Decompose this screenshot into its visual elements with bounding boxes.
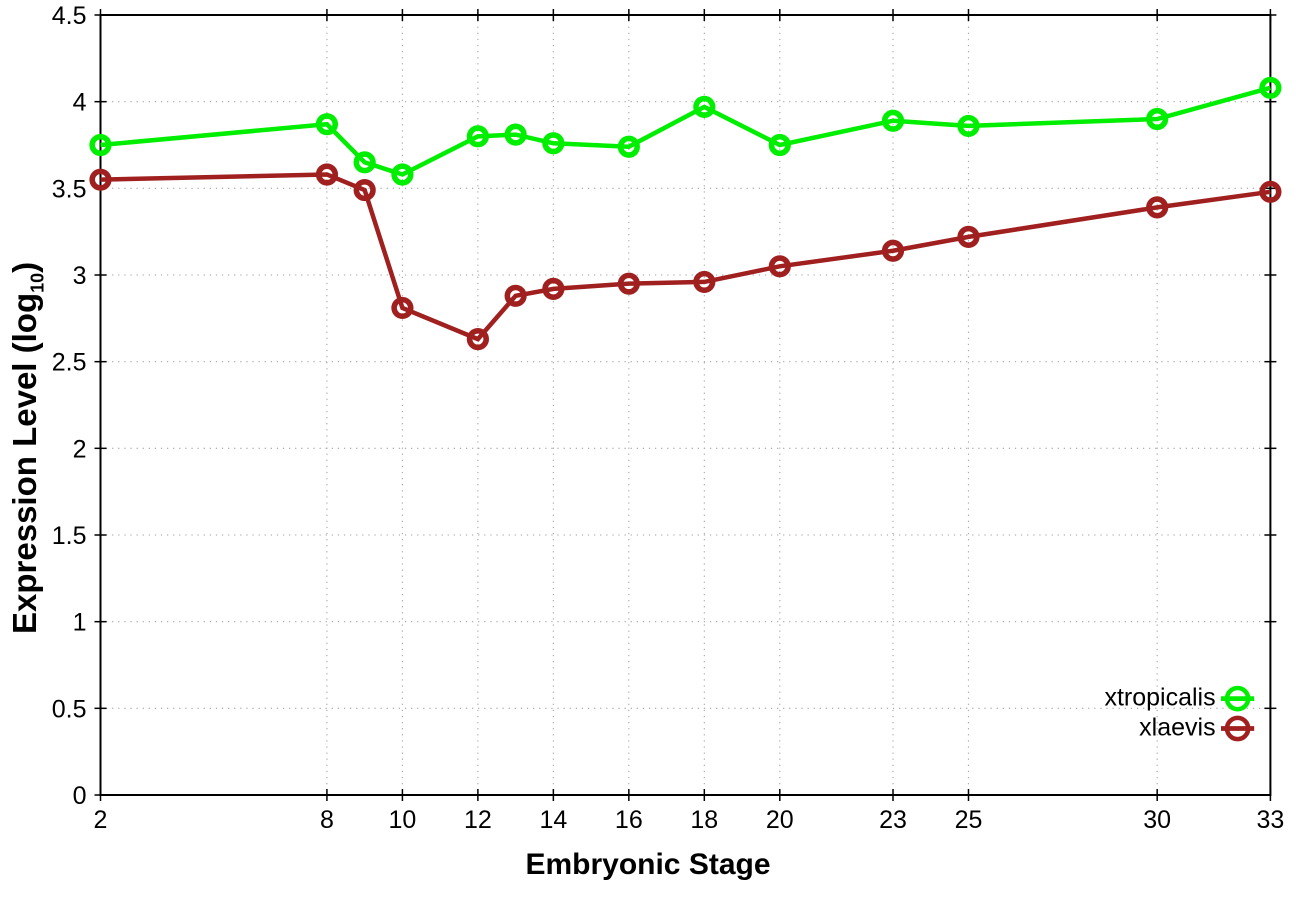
svg-text:xlaevis: xlaevis xyxy=(1139,714,1215,742)
svg-text:23: 23 xyxy=(879,806,907,834)
svg-text:4: 4 xyxy=(73,89,87,117)
svg-text:0: 0 xyxy=(73,782,87,810)
svg-text:10: 10 xyxy=(389,806,417,834)
svg-text:20: 20 xyxy=(766,806,794,834)
svg-text:25: 25 xyxy=(955,806,983,834)
svg-text:2: 2 xyxy=(94,806,108,834)
svg-text:xtropicalis: xtropicalis xyxy=(1104,684,1215,712)
svg-text:30: 30 xyxy=(1143,806,1171,834)
svg-text:2: 2 xyxy=(73,435,87,463)
svg-text:3: 3 xyxy=(73,262,87,290)
svg-text:12: 12 xyxy=(464,806,492,834)
svg-text:8: 8 xyxy=(320,806,334,834)
svg-text:14: 14 xyxy=(539,806,567,834)
svg-text:16: 16 xyxy=(615,806,643,834)
svg-text:1.5: 1.5 xyxy=(52,522,87,550)
svg-text:4.5: 4.5 xyxy=(52,2,87,30)
svg-text:18: 18 xyxy=(690,806,718,834)
svg-text:1: 1 xyxy=(73,609,87,637)
svg-text:3.5: 3.5 xyxy=(52,175,87,203)
svg-text:2.5: 2.5 xyxy=(52,349,87,377)
svg-text:0.5: 0.5 xyxy=(52,695,87,723)
svg-text:33: 33 xyxy=(1256,806,1284,834)
